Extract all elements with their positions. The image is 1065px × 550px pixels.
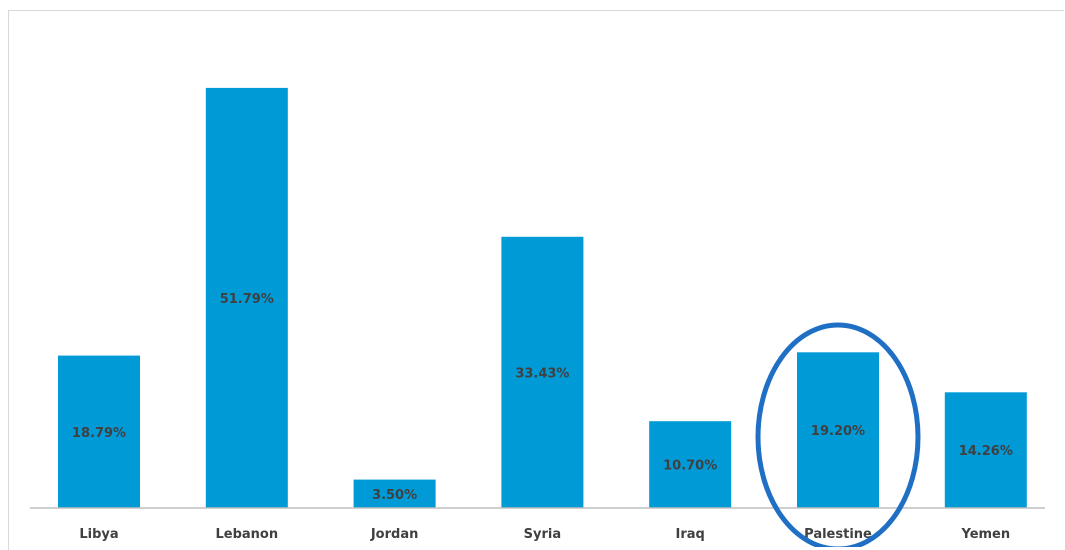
bar-palestine [797, 352, 879, 508]
category-label-lebanon: Lebanon [215, 527, 278, 542]
data-label-iraq: 10.70% [663, 459, 717, 474]
bar-iraq [649, 421, 732, 508]
bar-libya [58, 355, 140, 508]
data-label-lebanon: 51.79% [220, 292, 274, 307]
category-label-syria: Syria [524, 527, 561, 542]
data-labels-group: 18.79% 51.79% 3.50% 33.43% 10.70% 19.20% 14.26… [72, 292, 1013, 503]
data-label-libya: 18.79% [72, 426, 126, 441]
category-labels-group: Libya Lebanon Jordan Syria Iraq Palestine Yeme… [79, 527, 1010, 542]
data-label-palestine: 19.20% [811, 424, 865, 439]
data-label-syria: 33.43% [515, 366, 569, 381]
bar-yemen [944, 392, 1027, 508]
bar-lebanon [205, 87, 288, 509]
category-label-jordan: Jordan [370, 527, 419, 542]
data-label-yemen: 14.26% [959, 444, 1013, 459]
category-label-libya: Libya [79, 527, 118, 542]
category-label-palestine: Palestine [804, 527, 872, 542]
data-label-jordan: 3.50% [372, 488, 417, 503]
category-label-iraq: Iraq [676, 527, 705, 542]
bar-syria [501, 236, 584, 509]
category-label-yemen: Yemen [960, 527, 1010, 542]
bars-group [58, 87, 1027, 509]
highlight-ellipse [755, 322, 921, 547]
bar-jordan [353, 479, 436, 508]
chart-frame [8, 10, 1064, 550]
